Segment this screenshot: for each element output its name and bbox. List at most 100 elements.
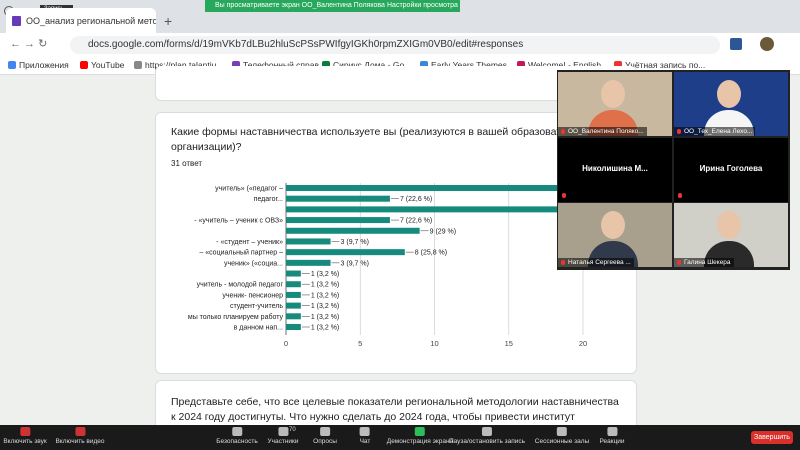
bookmark[interactable]: Учётная запись по...	[614, 60, 705, 70]
button-label: Реакции	[599, 438, 625, 445]
value-label: 1 (3,2 %)	[311, 282, 339, 289]
extension-icon[interactable]	[730, 38, 742, 50]
person-head	[717, 211, 741, 239]
response-count: 31 ответ	[171, 159, 203, 168]
bookmark-icon	[420, 61, 428, 69]
question: Представьте себе, что все целевые показа…	[171, 396, 619, 423]
bookmark-label: YouTube	[91, 60, 125, 70]
x-tick-label: 10	[430, 339, 438, 348]
x-tick-label: 0	[284, 339, 288, 348]
button-icon	[359, 427, 370, 436]
mic-off-icon	[562, 193, 566, 198]
bookmark[interactable]: YouTube	[80, 60, 124, 70]
value-label: 7 (22,6 %)	[400, 218, 432, 225]
chart: 0 5 10 15 20 учитель» («педагог – педагог... 7 …	[188, 183, 587, 348]
y-tick-label: - «учитель – ученик с ОВЗ»	[194, 218, 283, 225]
x-tick-label: 5	[358, 339, 362, 348]
bar	[286, 281, 301, 288]
bar	[286, 217, 390, 224]
person-head	[601, 80, 625, 108]
value-label: 9 (29 %)	[430, 228, 456, 235]
toolbar-button[interactable]: Демонстрация экрана	[387, 427, 453, 445]
participant-name: ОО_Тех_Елена Лехо...	[674, 127, 756, 136]
toolbar-button[interactable]: Участники	[267, 427, 299, 445]
bookmark[interactable]: https://plan.talantiu...	[134, 60, 223, 70]
x-tick-label: 15	[505, 339, 513, 348]
end-button[interactable]: Завершить	[751, 431, 793, 444]
new-tab[interactable]: +	[164, 13, 173, 29]
toolbar-button[interactable]: Пауза/остановить запись	[449, 427, 525, 445]
banner-text: Вы просматриваете экран ОО_Валентина Пол…	[215, 2, 385, 9]
button-icon	[74, 427, 85, 436]
bar	[286, 249, 405, 256]
video-tile[interactable]: ОО_Тех_Елена Лехо...	[674, 72, 788, 136]
toolbar-button[interactable]: Сессионные залы	[535, 427, 589, 445]
video-tile[interactable]: Ирина Гоголева	[674, 138, 788, 202]
participant-name: Наталья Сергеева ...	[558, 258, 634, 267]
video-tile[interactable]: Наталья Сергеева ...	[558, 203, 672, 267]
browser-tab[interactable]: ОО_анализ региональной мето	[6, 8, 156, 33]
bookmark[interactable]: Welcome! - English...	[517, 60, 608, 70]
zoom-banner: Вы просматриваете экран ОО_Валентина Пол…	[205, 0, 460, 12]
participant-count: 70	[289, 427, 296, 433]
bookmark-label: Учётная запись по...	[625, 60, 706, 70]
bar	[286, 302, 301, 309]
toolbar-button[interactable]: Включить видео	[55, 427, 105, 445]
bar	[286, 324, 301, 330]
bookmark-icon	[134, 61, 142, 69]
toolbar-button[interactable]: Безопасность	[216, 427, 258, 445]
bar	[286, 185, 569, 191]
button-label: Участники	[267, 438, 299, 445]
meeting-toolbar: Завершить Включить звук Включить видео Без…	[0, 425, 800, 450]
y-tick-label: в данном нап...	[234, 325, 283, 332]
button-label: Сессионные залы	[534, 438, 590, 445]
bookmark-icon	[517, 61, 525, 69]
button-icon	[482, 427, 492, 436]
toolbar-button[interactable]: Чат	[359, 427, 370, 445]
toolbar-button[interactable]: Включить звук	[3, 427, 47, 445]
video-tile[interactable]: ОО_Валентина Поляко...	[558, 72, 672, 136]
video-tile[interactable]: Галина Шекера	[674, 203, 788, 267]
bookmark[interactable]: Приложения	[8, 60, 69, 70]
mic-off-icon	[678, 193, 682, 198]
bar	[286, 206, 569, 213]
value-label: 3 (9,7 %)	[341, 260, 369, 267]
url[interactable]: docs.google.com/forms/d/19mVKb7dLBu2hluS…	[70, 36, 720, 54]
button-label: Безопасность	[216, 438, 258, 445]
button-icon	[556, 427, 567, 436]
bookmark[interactable]: Телефонный справ...	[232, 60, 326, 70]
bookmark[interactable]: Сириус.Дома - Go...	[322, 60, 411, 70]
view-settings[interactable]: Настройки просмотра	[387, 2, 458, 9]
button-icon	[278, 427, 288, 436]
bar	[286, 259, 331, 266]
bookmark-label: Early Years Themes...	[431, 60, 514, 70]
previous-card	[155, 66, 637, 101]
bookmark-label: Телефонный справ...	[243, 60, 327, 70]
question-card: Какие формы наставничества используете в…	[155, 112, 637, 374]
value-label: 8 (25,8 %)	[415, 250, 447, 257]
x-tick-label: 20	[579, 339, 587, 348]
address-bar: ← → ↻ docs.google.com/forms/d/19mVKb7dLB…	[0, 33, 800, 57]
video-gallery: ОО_Валентина Поляко... ОО_Тех_Елена Лехо.…	[557, 70, 790, 270]
toolbar-button[interactable]: Реакции	[599, 427, 625, 445]
bookmark-label: https://plan.talantiu...	[145, 60, 224, 70]
bookmark-icon	[80, 61, 88, 69]
y-tick-label: ученик- пенсионер	[222, 292, 283, 299]
button-icon	[319, 427, 330, 436]
nav-buttons[interactable]: ← → ↻	[10, 38, 48, 50]
value-label: 3 (9,7 %)	[341, 239, 369, 246]
value-label: 1 (3,2 %)	[311, 292, 339, 299]
y-tick-label: – «социальный партнер –	[199, 249, 283, 257]
bookmark-label: Сириус.Дома - Go...	[333, 60, 412, 70]
toolbar-button[interactable]: Опросы	[313, 427, 337, 445]
bookmark[interactable]: Early Years Themes...	[420, 60, 514, 70]
bar	[286, 195, 390, 202]
participant-name: Николишина М...	[582, 164, 648, 173]
button-label: Опросы	[313, 438, 337, 445]
participant-name: Галина Шекера	[674, 258, 734, 267]
button-label: Пауза/остановить запись	[448, 438, 526, 445]
y-tick-label: педагог...	[254, 196, 283, 203]
profile-icon[interactable]	[760, 37, 774, 51]
video-tile[interactable]: Николишина М...	[558, 138, 672, 202]
